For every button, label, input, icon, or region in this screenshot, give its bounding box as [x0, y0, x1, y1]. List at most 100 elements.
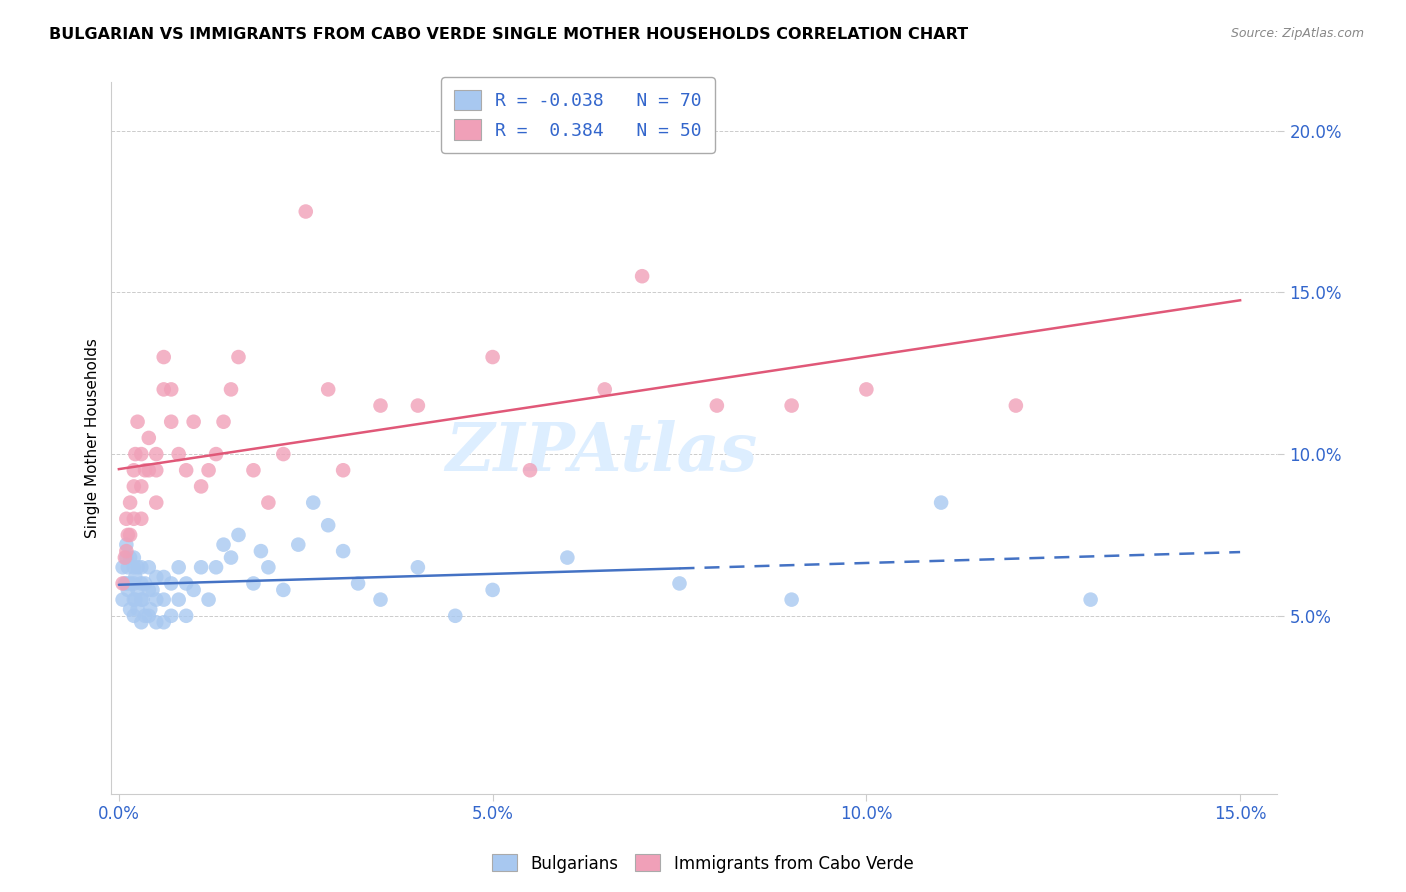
Point — [370, 399, 392, 413]
Point — [347, 576, 370, 591]
Point — [212, 415, 235, 429]
Point — [122, 512, 145, 526]
Point — [111, 592, 134, 607]
Point — [219, 550, 242, 565]
Point — [160, 383, 183, 397]
Point — [174, 608, 197, 623]
Point — [111, 560, 134, 574]
Point — [145, 570, 167, 584]
Point — [273, 582, 295, 597]
Point — [152, 592, 174, 607]
Point — [122, 560, 145, 574]
Point — [228, 528, 250, 542]
Point — [668, 576, 690, 591]
Point — [197, 463, 219, 477]
Point — [167, 592, 190, 607]
Point — [122, 463, 145, 477]
Point — [145, 463, 167, 477]
Point — [131, 512, 153, 526]
Point — [242, 463, 264, 477]
Point — [1080, 592, 1102, 607]
Point — [139, 602, 162, 616]
Point — [152, 350, 174, 364]
Point — [111, 576, 134, 591]
Point — [174, 463, 197, 477]
Point — [120, 602, 142, 616]
Point — [138, 431, 160, 445]
Point — [138, 463, 160, 477]
Point — [117, 582, 139, 597]
Text: ZIPAtlas: ZIPAtlas — [446, 419, 758, 484]
Point — [138, 608, 160, 623]
Point — [481, 350, 503, 364]
Y-axis label: Single Mother Households: Single Mother Households — [86, 338, 100, 538]
Point — [141, 582, 163, 597]
Point — [197, 592, 219, 607]
Point — [120, 576, 142, 591]
Point — [114, 550, 136, 565]
Point — [131, 576, 153, 591]
Point — [152, 615, 174, 630]
Point — [557, 550, 579, 565]
Point — [115, 538, 138, 552]
Point — [228, 350, 250, 364]
Point — [134, 576, 156, 591]
Point — [250, 544, 273, 558]
Point — [115, 576, 138, 591]
Point — [117, 528, 139, 542]
Point — [183, 582, 205, 597]
Point — [205, 560, 228, 574]
Point — [160, 576, 183, 591]
Point — [316, 383, 339, 397]
Point — [145, 592, 167, 607]
Point — [370, 592, 392, 607]
Point — [120, 528, 142, 542]
Point — [124, 570, 146, 584]
Point — [152, 383, 174, 397]
Point — [127, 582, 149, 597]
Point — [855, 383, 877, 397]
Point — [138, 582, 160, 597]
Point — [131, 560, 153, 574]
Point — [406, 560, 429, 574]
Point — [273, 447, 295, 461]
Text: Source: ZipAtlas.com: Source: ZipAtlas.com — [1230, 27, 1364, 40]
Point — [152, 570, 174, 584]
Point — [160, 415, 183, 429]
Point — [1005, 399, 1028, 413]
Legend: Bulgarians, Immigrants from Cabo Verde: Bulgarians, Immigrants from Cabo Verde — [486, 847, 920, 880]
Point — [929, 495, 952, 509]
Point — [257, 495, 280, 509]
Point — [780, 592, 803, 607]
Point — [131, 615, 153, 630]
Point — [406, 399, 429, 413]
Point — [212, 538, 235, 552]
Point — [122, 479, 145, 493]
Legend: R = -0.038   N = 70, R =  0.384   N = 50: R = -0.038 N = 70, R = 0.384 N = 50 — [441, 77, 714, 153]
Point — [117, 560, 139, 574]
Point — [183, 415, 205, 429]
Point — [131, 447, 153, 461]
Point — [706, 399, 728, 413]
Point — [519, 463, 541, 477]
Point — [122, 608, 145, 623]
Point — [120, 495, 142, 509]
Point — [160, 608, 183, 623]
Point — [122, 576, 145, 591]
Point — [302, 495, 325, 509]
Point — [132, 592, 155, 607]
Point — [190, 560, 212, 574]
Point — [242, 576, 264, 591]
Point — [145, 615, 167, 630]
Point — [127, 602, 149, 616]
Point — [174, 576, 197, 591]
Point — [122, 550, 145, 565]
Point — [127, 560, 149, 574]
Point — [134, 608, 156, 623]
Point — [127, 415, 149, 429]
Point — [287, 538, 309, 552]
Point — [593, 383, 616, 397]
Point — [167, 447, 190, 461]
Point — [115, 512, 138, 526]
Point — [190, 479, 212, 493]
